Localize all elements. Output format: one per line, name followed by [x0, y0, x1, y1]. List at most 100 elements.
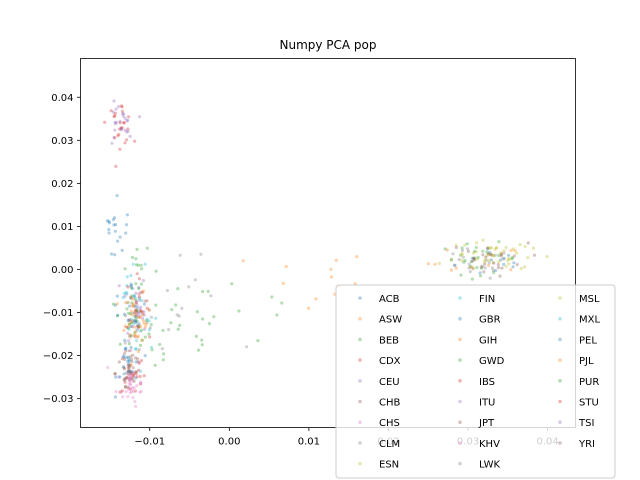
data-point — [134, 317, 138, 321]
data-point — [114, 120, 119, 124]
data-point — [510, 257, 514, 261]
y-tick-label: 0.03 — [51, 136, 73, 147]
data-point — [187, 285, 191, 289]
data-point — [135, 319, 139, 323]
data-point — [140, 298, 144, 303]
data-point — [483, 260, 487, 264]
data-point — [118, 147, 122, 151]
data-point — [473, 256, 477, 260]
legend-item-gih: GIH — [458, 335, 497, 346]
data-point — [492, 261, 496, 265]
data-point — [489, 246, 493, 250]
data-point — [106, 365, 110, 370]
data-point — [491, 268, 495, 272]
series-tsi — [110, 99, 142, 145]
data-point — [136, 263, 140, 267]
data-point — [469, 264, 473, 268]
legend-item-acb: ACB — [358, 294, 400, 305]
data-point — [504, 245, 508, 250]
data-point — [138, 343, 143, 347]
series-lwk — [451, 247, 506, 280]
data-point — [141, 278, 145, 283]
data-point — [138, 115, 142, 119]
data-point — [209, 294, 213, 298]
data-point — [499, 252, 504, 257]
data-point — [497, 260, 501, 264]
legend-marker — [558, 441, 562, 445]
data-point — [142, 313, 146, 317]
data-point — [137, 285, 141, 289]
data-point — [195, 310, 199, 314]
legend: ACB ASW BEB CDX CEU CHB CHS CLM ESN FIN GBR GIH GWD I… — [335, 284, 616, 479]
data-point — [154, 316, 158, 320]
data-point — [115, 294, 119, 298]
x-tick-label: 0.01 — [298, 437, 320, 448]
data-point — [506, 259, 510, 263]
data-point — [127, 115, 131, 119]
data-point — [479, 266, 484, 270]
data-point — [160, 347, 164, 351]
data-point — [492, 271, 496, 275]
data-point — [139, 309, 143, 313]
legend-item-pel: PEL — [558, 335, 597, 346]
data-point — [127, 372, 131, 376]
data-point — [130, 317, 134, 321]
data-point — [134, 376, 138, 380]
data-point — [495, 246, 499, 250]
data-point — [482, 270, 486, 274]
data-point — [117, 284, 121, 288]
data-point — [127, 359, 131, 363]
data-point — [452, 263, 456, 267]
data-point — [149, 345, 153, 349]
data-point — [122, 291, 126, 296]
data-point — [145, 306, 149, 310]
legend-item-pur: PUR — [558, 377, 599, 388]
data-point — [481, 249, 485, 253]
series-chb — [122, 349, 140, 382]
data-point — [206, 289, 210, 293]
data-point — [139, 380, 143, 384]
data-point — [443, 247, 447, 251]
data-point — [139, 309, 143, 313]
data-point — [175, 313, 179, 317]
data-point — [117, 127, 122, 131]
data-point — [138, 390, 142, 394]
data-point — [131, 287, 135, 291]
data-point — [135, 375, 139, 379]
data-point — [148, 335, 152, 339]
data-point — [531, 246, 536, 250]
data-point — [467, 262, 471, 266]
data-point — [127, 358, 131, 362]
data-point — [131, 386, 135, 390]
data-point — [134, 313, 138, 317]
data-point — [142, 302, 146, 306]
data-point — [143, 262, 147, 266]
series-gih — [123, 289, 151, 367]
series-msl — [437, 238, 523, 271]
data-point — [483, 266, 487, 270]
data-point — [134, 308, 138, 313]
legend-item-beb: BEB — [358, 335, 399, 346]
legend-label: MXL — [579, 315, 600, 326]
data-point — [496, 266, 501, 270]
legend-marker — [358, 441, 362, 445]
data-point — [134, 347, 138, 351]
y-tick-label: 0.01 — [51, 222, 73, 233]
data-point — [280, 301, 284, 305]
legend-marker — [458, 441, 462, 445]
legend-marker — [558, 296, 562, 300]
data-point — [125, 284, 129, 288]
data-point — [125, 213, 129, 217]
data-point — [120, 389, 124, 393]
data-point — [470, 277, 474, 281]
series-gwd — [123, 240, 514, 286]
legend-label: ACB — [379, 294, 400, 305]
data-point — [140, 316, 145, 320]
data-point — [123, 376, 127, 380]
data-point — [113, 253, 117, 257]
data-point — [127, 365, 132, 369]
data-point — [124, 377, 128, 381]
data-point — [134, 282, 138, 286]
data-point — [509, 248, 513, 252]
series-pur — [111, 246, 241, 367]
